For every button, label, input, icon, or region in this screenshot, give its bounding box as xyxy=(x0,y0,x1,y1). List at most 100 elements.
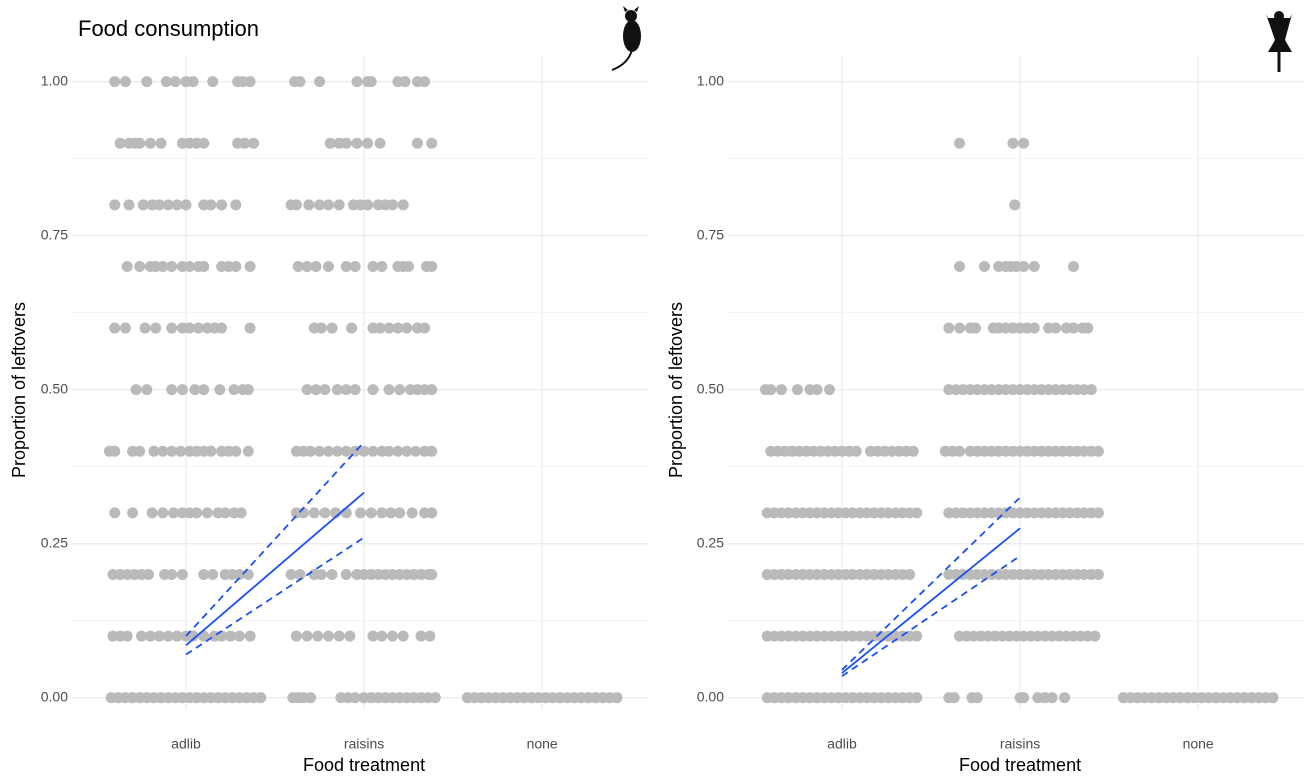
data-point xyxy=(308,507,320,519)
y-tick-label: 0.00 xyxy=(41,688,68,704)
data-point xyxy=(326,568,338,580)
data-point xyxy=(911,630,923,642)
data-point xyxy=(362,137,374,149)
data-point xyxy=(362,199,374,211)
data-point xyxy=(394,507,406,519)
data-point xyxy=(978,260,990,272)
data-point xyxy=(351,76,363,88)
chart-title: Food consumption xyxy=(78,16,259,41)
x-tick-label: raisins xyxy=(1000,736,1040,752)
y-tick-label: 0.75 xyxy=(41,226,68,242)
data-point xyxy=(611,692,623,704)
data-point xyxy=(1007,137,1019,149)
data-point xyxy=(109,445,121,457)
x-axis-title: Food treatment xyxy=(303,755,425,775)
data-point xyxy=(294,76,306,88)
data-point xyxy=(411,137,423,149)
data-point xyxy=(1092,568,1104,580)
data-point xyxy=(135,630,147,642)
data-point xyxy=(244,322,256,334)
data-point xyxy=(184,322,196,334)
y-tick-label: 0.50 xyxy=(697,380,724,396)
data-point xyxy=(419,76,431,88)
data-point xyxy=(166,322,178,334)
data-point xyxy=(340,507,352,519)
data-point xyxy=(176,568,188,580)
data-point xyxy=(1067,260,1079,272)
data-point xyxy=(424,630,436,642)
data-point xyxy=(397,630,409,642)
data-point xyxy=(242,568,254,580)
data-point xyxy=(383,445,395,457)
data-point xyxy=(358,445,370,457)
data-point xyxy=(162,630,174,642)
data-point xyxy=(143,568,155,580)
data-point xyxy=(160,76,172,88)
data-point xyxy=(141,384,153,396)
data-point xyxy=(971,692,983,704)
data-point xyxy=(1092,445,1104,457)
fit-line xyxy=(841,496,1021,671)
data-point xyxy=(207,568,219,580)
data-point xyxy=(169,76,181,88)
data-point xyxy=(1082,322,1094,334)
data-point xyxy=(166,445,178,457)
data-point xyxy=(242,445,254,457)
data-point xyxy=(121,630,133,642)
data-point xyxy=(319,384,331,396)
data-point xyxy=(1085,384,1097,396)
data-point xyxy=(153,199,165,211)
data-point xyxy=(426,445,438,457)
data-point xyxy=(166,384,178,396)
data-point xyxy=(214,384,226,396)
possum-icon xyxy=(611,6,641,71)
data-point xyxy=(387,630,399,642)
data-point xyxy=(187,76,199,88)
data-point xyxy=(401,445,413,457)
fit-line xyxy=(841,527,1021,674)
data-point xyxy=(426,384,438,396)
data-point xyxy=(344,630,356,642)
data-point xyxy=(1028,260,1040,272)
data-point xyxy=(1089,630,1101,642)
data-point xyxy=(171,630,183,642)
data-point xyxy=(146,507,158,519)
data-point xyxy=(224,630,236,642)
data-point xyxy=(144,137,156,149)
data-point xyxy=(157,445,169,457)
data-point xyxy=(121,260,133,272)
data-point xyxy=(301,384,313,396)
x-axis-title: Food treatment xyxy=(959,755,1081,775)
data-point xyxy=(387,199,399,211)
data-point xyxy=(198,137,210,149)
data-point xyxy=(134,137,146,149)
data-point xyxy=(426,507,438,519)
data-point xyxy=(290,199,302,211)
data-point xyxy=(954,445,966,457)
data-point xyxy=(367,260,379,272)
data-point xyxy=(109,76,121,88)
data-point xyxy=(228,384,240,396)
data-point xyxy=(948,692,960,704)
data-point xyxy=(292,260,304,272)
data-point xyxy=(406,507,418,519)
data-point xyxy=(189,384,201,396)
data-point xyxy=(911,507,923,519)
data-point xyxy=(1018,692,1030,704)
data-point xyxy=(426,260,438,272)
y-tick-label: 0.25 xyxy=(41,534,68,550)
data-point xyxy=(285,568,297,580)
data-point xyxy=(109,322,121,334)
data-point xyxy=(314,76,326,88)
data-point xyxy=(314,445,326,457)
data-point xyxy=(403,260,415,272)
data-point xyxy=(1009,199,1021,211)
data-point xyxy=(239,137,251,149)
x-tick-label: none xyxy=(1183,736,1214,752)
data-point xyxy=(290,630,302,642)
data-point xyxy=(340,568,352,580)
data-point xyxy=(911,692,923,704)
data-point xyxy=(355,507,366,519)
data-point xyxy=(166,260,178,272)
